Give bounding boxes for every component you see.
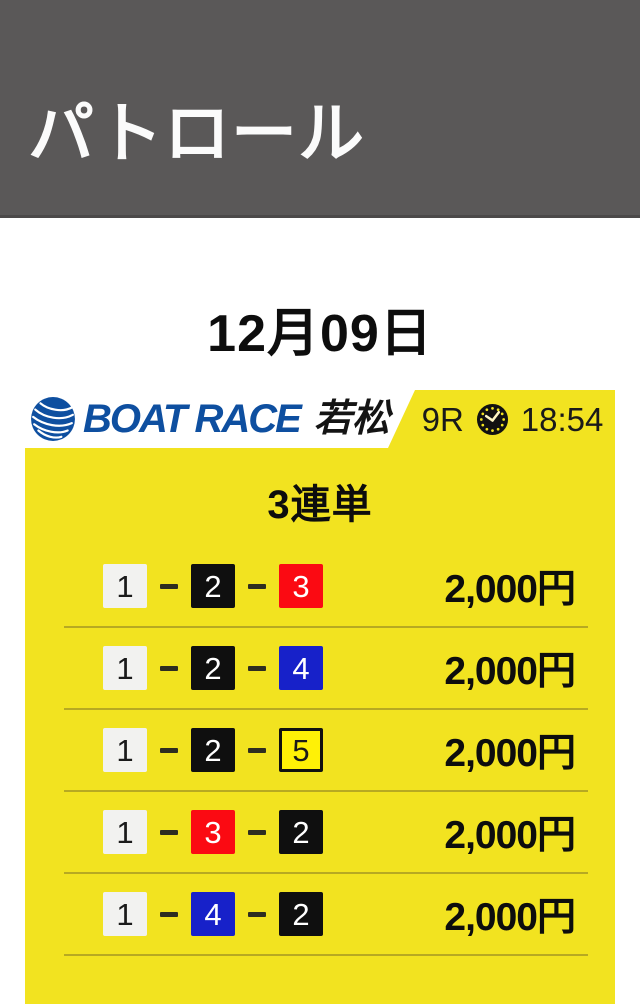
race-time: 18:54	[520, 400, 604, 438]
boatrace-logo-icon	[31, 397, 75, 441]
boat-number-box-4: 4	[191, 892, 235, 936]
app-header: パトロール	[0, 0, 640, 218]
row-divider	[64, 872, 588, 874]
clock-icon	[476, 403, 508, 435]
boat-number-box-2: 2	[191, 646, 235, 690]
bet-amount: 2,000円	[444, 732, 576, 775]
bet-amount: 2,000円	[444, 814, 576, 857]
boat-number-box-2: 2	[191, 564, 235, 608]
dash-separator	[248, 665, 266, 671]
dash-separator	[160, 829, 178, 835]
bet-ticket-card: BOAT RACE 若松 9R 18:54	[25, 390, 615, 1004]
boat-number-box-1: 1	[103, 646, 147, 690]
boat-number-box-1: 1	[103, 810, 147, 854]
boat-number-box-4: 4	[279, 646, 323, 690]
bet-amount: 2,000円	[444, 568, 576, 611]
race-date: 12月09日	[207, 305, 433, 363]
ticket-header-band: BOAT RACE 若松 9R 18:54	[25, 390, 615, 448]
boatrace-brand: BOAT RACE 若松	[25, 390, 615, 448]
dash-separator	[160, 747, 178, 753]
boat-number-box-3: 3	[279, 564, 323, 608]
boat-number-box-1: 1	[103, 728, 147, 772]
dash-separator	[160, 583, 178, 589]
boat-number-box-2: 2	[279, 892, 323, 936]
race-number: 9R	[421, 400, 464, 438]
dash-separator	[248, 911, 266, 917]
brand-name: BOAT RACE	[83, 397, 302, 441]
boat-number-box-3: 3	[191, 810, 235, 854]
dash-separator	[248, 747, 266, 753]
boat-number-box-2: 2	[279, 810, 323, 854]
boat-number-box-1: 1	[103, 892, 147, 936]
dash-separator	[248, 583, 266, 589]
row-divider	[64, 626, 588, 628]
page-title: パトロール	[28, 95, 365, 170]
boat-number-box-1: 1	[103, 564, 147, 608]
dash-separator	[160, 911, 178, 917]
race-info-banner: 9R 18:54	[388, 390, 615, 448]
bet-amount: 2,000円	[444, 896, 576, 939]
bet-type-title: 3連単	[267, 483, 373, 527]
row-divider	[64, 790, 588, 792]
row-divider	[64, 708, 588, 710]
dash-separator	[248, 829, 266, 835]
bet-amount: 2,000円	[444, 650, 576, 693]
boat-number-box-2: 2	[191, 728, 235, 772]
dash-separator	[160, 665, 178, 671]
row-divider	[64, 954, 588, 956]
boat-number-box-5: 5	[279, 728, 323, 772]
brand-venue: 若松	[313, 398, 390, 440]
